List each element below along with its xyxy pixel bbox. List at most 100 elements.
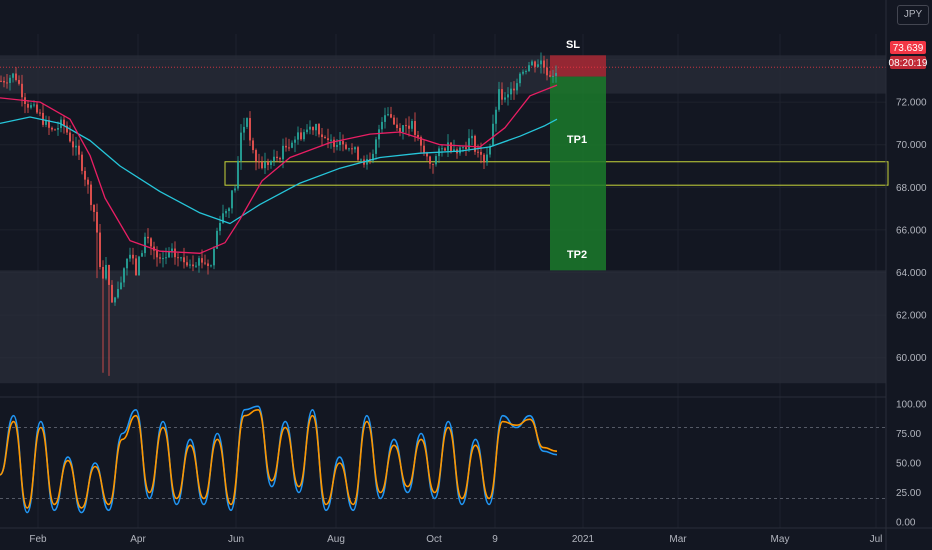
currency-button[interactable]: JPY bbox=[897, 5, 929, 25]
candle-body bbox=[507, 94, 509, 98]
candle-body bbox=[135, 258, 137, 276]
candle-body bbox=[390, 114, 392, 118]
candle-body bbox=[441, 148, 443, 150]
x-tick-label: 9 bbox=[492, 534, 498, 545]
candle-body bbox=[321, 134, 323, 137]
candle-body bbox=[240, 132, 242, 161]
candle-body bbox=[96, 211, 98, 233]
candle-body bbox=[222, 213, 224, 223]
candle-body bbox=[351, 148, 353, 150]
candle-body bbox=[78, 145, 80, 155]
candle-body bbox=[237, 160, 239, 189]
x-tick-label: Jun bbox=[228, 534, 244, 545]
candle-body bbox=[18, 80, 20, 84]
candle-body bbox=[228, 208, 230, 212]
zones bbox=[0, 55, 889, 384]
candle-body bbox=[144, 236, 146, 254]
candle-body bbox=[477, 151, 479, 153]
candle-body bbox=[69, 132, 71, 142]
price-badge: 73.639 bbox=[893, 43, 924, 54]
candle-body bbox=[486, 154, 488, 163]
candle-body bbox=[261, 161, 263, 169]
candle-body bbox=[285, 145, 287, 148]
candle-body bbox=[387, 114, 389, 116]
candle-body bbox=[264, 161, 266, 169]
candle-body bbox=[186, 262, 188, 266]
candle-body bbox=[39, 112, 41, 114]
candle-body bbox=[147, 236, 149, 239]
candle-body bbox=[450, 142, 452, 152]
candle-body bbox=[57, 127, 59, 130]
candle-body bbox=[423, 145, 425, 153]
candle-body bbox=[336, 145, 338, 147]
candle-body bbox=[87, 179, 89, 185]
countdown-badge-bg bbox=[890, 56, 926, 69]
candle-body bbox=[21, 83, 23, 98]
y-tick-label: 66.000 bbox=[896, 225, 927, 236]
candle-body bbox=[414, 121, 416, 135]
candle-body bbox=[459, 147, 461, 154]
candle-body bbox=[312, 126, 314, 131]
candle-body bbox=[252, 140, 254, 151]
candle-body bbox=[282, 145, 284, 160]
candle-body bbox=[480, 151, 482, 155]
candle-body bbox=[429, 156, 431, 164]
candle-body bbox=[522, 71, 524, 74]
candle-body bbox=[417, 134, 419, 138]
candle-body bbox=[123, 268, 125, 283]
candle-body bbox=[267, 161, 269, 165]
tp-zone bbox=[550, 76, 606, 271]
candle-body bbox=[66, 125, 68, 133]
candle-body bbox=[471, 135, 473, 139]
candle-body bbox=[36, 104, 38, 113]
candle-body bbox=[300, 132, 302, 140]
candle-body bbox=[99, 232, 101, 267]
candle-body bbox=[15, 73, 17, 81]
candle-body bbox=[234, 188, 236, 191]
candle-body bbox=[348, 148, 350, 150]
candle-body bbox=[339, 141, 341, 146]
candle-body bbox=[543, 60, 545, 68]
candle-body bbox=[9, 77, 11, 83]
candle-body bbox=[519, 73, 521, 84]
candle-body bbox=[183, 257, 185, 263]
x-tick-label: Jul bbox=[870, 534, 883, 545]
candle-body bbox=[141, 253, 143, 257]
candle-body bbox=[327, 138, 329, 140]
candle-body bbox=[276, 156, 278, 159]
candle-body bbox=[534, 61, 536, 67]
candle-body bbox=[537, 64, 539, 67]
candle-body bbox=[45, 120, 47, 125]
candle-body bbox=[177, 257, 179, 259]
candle-body bbox=[258, 161, 260, 163]
candle-body bbox=[498, 89, 500, 110]
candle-body bbox=[333, 139, 335, 147]
candle-body bbox=[213, 248, 215, 266]
candle-body bbox=[435, 156, 437, 165]
x-tick-label: Feb bbox=[29, 534, 47, 545]
candle-body bbox=[129, 254, 131, 259]
moving-averages bbox=[0, 84, 558, 254]
candle-body bbox=[513, 88, 515, 91]
candle-body bbox=[531, 61, 533, 66]
osc-y-tick-label: 50.00 bbox=[896, 459, 921, 470]
candle-body bbox=[159, 257, 161, 259]
candle-body bbox=[90, 184, 92, 205]
candle-body bbox=[279, 158, 281, 160]
osc-y-tick-label: 0.00 bbox=[896, 518, 916, 529]
candle-body bbox=[309, 126, 311, 130]
candle-body bbox=[189, 264, 191, 266]
sl-zone bbox=[550, 55, 606, 77]
candle-body bbox=[108, 264, 110, 285]
candle-body bbox=[462, 147, 464, 149]
candle-body bbox=[291, 142, 293, 148]
candle-body bbox=[444, 148, 446, 151]
candle-body bbox=[492, 123, 494, 147]
candle-body bbox=[54, 129, 56, 131]
candle-body bbox=[126, 258, 128, 269]
candle-body bbox=[243, 126, 245, 133]
gray-support-zone bbox=[0, 270, 886, 384]
candle-body bbox=[81, 154, 83, 171]
candle-body bbox=[165, 257, 167, 259]
